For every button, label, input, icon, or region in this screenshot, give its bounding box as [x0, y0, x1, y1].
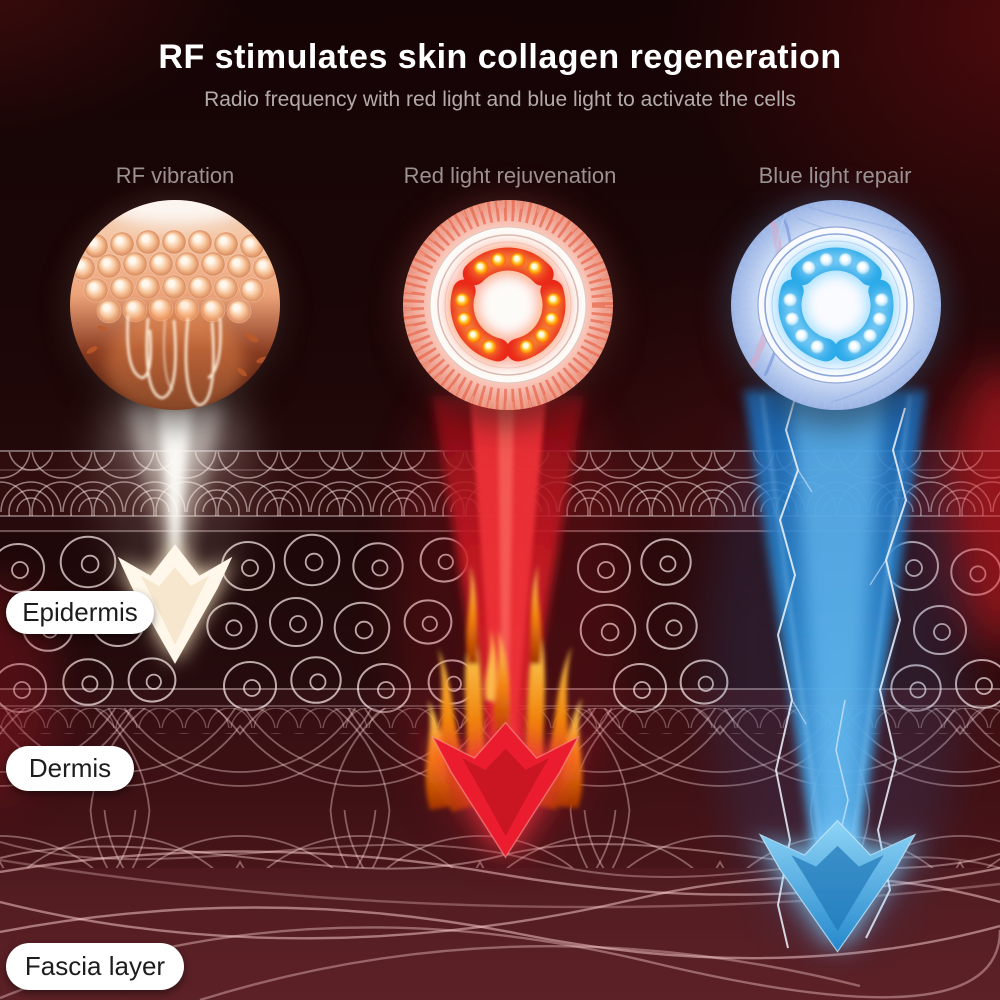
column-header-blue-light: Blue light repair	[758, 163, 912, 188]
label-pill-fascia-layer: Fascia layer	[6, 943, 184, 990]
blue-beam	[744, 390, 926, 870]
skin-cell-bubbles	[70, 229, 278, 324]
skin-cell	[59, 535, 117, 589]
epidermis-label: Epidermis	[22, 597, 138, 627]
column-header-rf-vibration: RF vibration	[115, 163, 235, 188]
label-pill-dermis: Dermis	[6, 746, 134, 791]
white-beam	[117, 386, 233, 570]
left-edge-red-glow	[0, 580, 55, 800]
column-header-red-light: Red light rejuvenation	[403, 163, 617, 188]
skin-cell	[646, 602, 698, 650]
dermis-label: Dermis	[28, 753, 112, 783]
white-arrowhead	[117, 544, 233, 664]
skin-cell	[283, 533, 341, 587]
blue-arrowhead	[758, 819, 917, 953]
skin-cell	[640, 538, 692, 586]
blue-led-device-head-photo	[731, 200, 941, 410]
red-led-dots	[453, 251, 563, 356]
red-arrowhead	[431, 721, 580, 859]
skin-cell	[206, 602, 258, 650]
tissue-debris	[86, 325, 268, 377]
skin-cell	[62, 658, 114, 706]
fascia-layer-label: Fascia layer	[24, 951, 166, 981]
skin-cell	[269, 597, 323, 647]
label-pill-epidermis: Epidermis	[6, 591, 154, 634]
page-subtitle: Radio frequency with red light and blue …	[204, 88, 796, 111]
blue-led-dots	[781, 251, 891, 356]
right-edge-red-glow	[950, 365, 1000, 645]
red-led-device-head-photo	[403, 200, 613, 410]
red-tick-ring	[403, 200, 613, 410]
page-title: RF stimulates skin collagen regeneration	[158, 38, 842, 76]
rf-vibration-skin-photo	[70, 200, 280, 410]
rf-energy-strands	[126, 314, 222, 407]
